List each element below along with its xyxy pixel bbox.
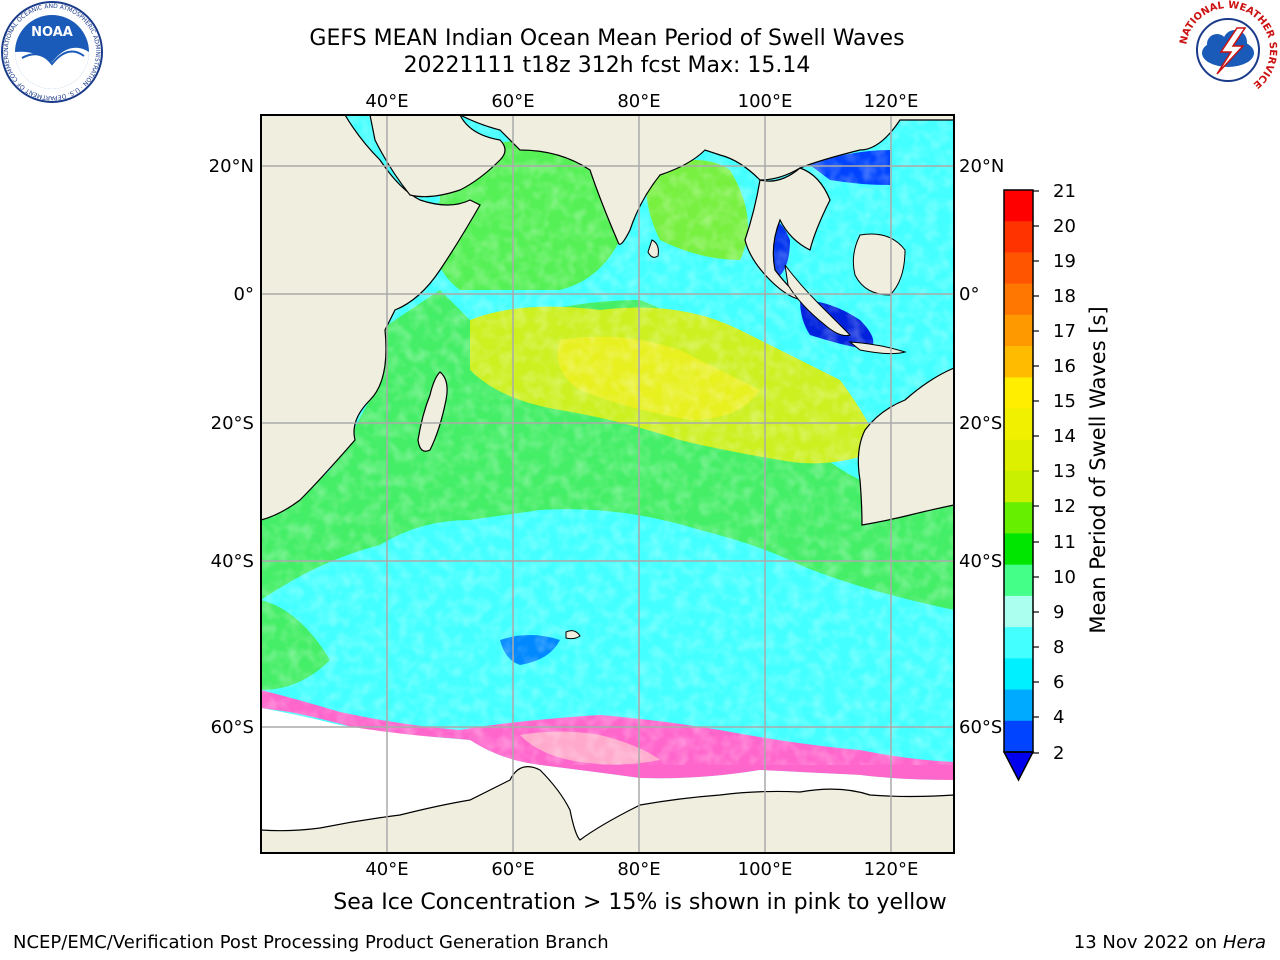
colorbar-segment	[1004, 533, 1033, 566]
right-lat-label: 60°S	[959, 717, 1002, 738]
colorbar-tick-label: 8	[1053, 637, 1064, 658]
colorbar-segment	[1004, 720, 1033, 753]
colorbar-tick-label: 20	[1053, 216, 1076, 237]
map-subtitle: 20221111 t18z 312h fcst Max: 15.14	[403, 53, 811, 78]
land-antarctica	[261, 766, 954, 853]
colorbar-segment	[1004, 252, 1033, 285]
noaa-logo: NATIONAL OCEANIC AND ATMOSPHERIC ADMINIS…	[0, 0, 103, 103]
credit-machine: Hera	[1222, 932, 1266, 953]
gridlines	[261, 115, 954, 853]
land-africa	[261, 115, 481, 521]
noaa-logo-text: NOAA	[31, 25, 73, 40]
top-lon-labels: 40°E 60°E 80°E 100°E 120°E	[365, 91, 918, 112]
left-lat-label: 60°S	[211, 717, 254, 738]
colorbar-tick-label: 21	[1053, 181, 1076, 202]
colorbar	[1002, 189, 1039, 782]
colorbar-tick-label: 14	[1053, 426, 1076, 447]
nws-logo: NATIONAL WEATHER SERVICE	[1178, 0, 1278, 98]
land-madagascar	[417, 371, 448, 452]
colorbar-segment	[1004, 439, 1033, 472]
colorbar-segment	[1004, 564, 1033, 597]
map-area	[261, 115, 954, 853]
colorbar-segment	[1004, 377, 1033, 410]
land-indochina	[744, 167, 831, 301]
bottom-lon-label: 120°E	[864, 859, 919, 880]
credit-date-text: 13 Nov 2022 on	[1073, 932, 1218, 953]
colorbar-ticks: 21 20 19 18 17 16 15 14 13 12 11 10 9 8 …	[1053, 181, 1076, 764]
map-title: GEFS MEAN Indian Ocean Mean Period of Sw…	[309, 26, 905, 51]
colorbar-segment	[1004, 221, 1033, 253]
bottom-lon-label: 40°E	[365, 859, 408, 880]
colorbar-tick-label: 15	[1053, 391, 1076, 412]
left-lat-label: 20°S	[211, 413, 254, 434]
colorbar-tick-label: 17	[1053, 321, 1076, 342]
colorbar-segment	[1004, 314, 1033, 347]
land-south-asia	[459, 115, 954, 245]
top-lon-label: 80°E	[617, 91, 660, 112]
colorbar-segment	[1004, 595, 1033, 628]
colorbar-segment	[1004, 346, 1033, 378]
colorbar-tick-label: 13	[1053, 461, 1076, 482]
colorbar-segment	[1004, 658, 1033, 691]
top-lon-label: 40°E	[365, 91, 408, 112]
land-arabia	[369, 115, 506, 198]
right-lat-label: 40°S	[959, 551, 1002, 572]
land-borneo	[852, 233, 906, 296]
colorbar-segment	[1004, 502, 1033, 534]
colorbar-segment	[1004, 689, 1033, 722]
top-lon-label: 100°E	[738, 91, 793, 112]
land-australia	[857, 367, 954, 526]
colorbar-tick-label: 18	[1053, 286, 1076, 307]
colorbar-tick-label: 11	[1053, 532, 1076, 553]
bottom-lon-label: 100°E	[738, 859, 793, 880]
colorbar-tick-label: 2	[1053, 743, 1064, 764]
credit-branch: NCEP/EMC/Verification Post Processing Pr…	[13, 932, 609, 953]
colorbar-tick-label: 19	[1053, 251, 1076, 272]
colorbar-tick-label: 4	[1053, 707, 1064, 728]
sea-ice-caption: Sea Ice Concentration > 15% is shown in …	[333, 890, 947, 915]
top-lon-label: 60°E	[491, 91, 534, 112]
bottom-lon-labels: 40°E 60°E 80°E 100°E 120°E	[365, 859, 918, 880]
colorbar-tick-label: 6	[1053, 672, 1064, 693]
credit-date: 13 Nov 2022 on Hera	[1074, 932, 1266, 953]
colorbar-extend-arrow	[1002, 751, 1035, 782]
colorbar-tick-label: 12	[1053, 496, 1076, 517]
left-lat-labels: 20°N 0° 20°S 40°S 60°S	[209, 156, 254, 738]
right-lat-labels: 20°N 0° 20°S 40°S 60°S	[959, 156, 1004, 738]
colorbar-tick-label: 10	[1053, 567, 1076, 588]
land-sri-lanka	[647, 239, 659, 258]
bottom-lon-label: 80°E	[617, 859, 660, 880]
left-lat-label: 20°N	[209, 156, 254, 177]
colorbar-segment	[1004, 471, 1033, 503]
top-lon-label: 120°E	[864, 91, 919, 112]
colorbar-segment	[1004, 408, 1033, 441]
colorbar-tick-label: 16	[1053, 356, 1076, 377]
colorbar-tick-label: 9	[1053, 602, 1064, 623]
left-lat-label: 0°	[234, 284, 254, 305]
land-kerguelen	[565, 630, 581, 640]
left-lat-label: 40°S	[211, 551, 254, 572]
bottom-lon-label: 60°E	[491, 859, 534, 880]
colorbar-label: Mean Period of Swell Waves [s]	[1086, 306, 1110, 634]
right-lat-label: 0°	[959, 284, 979, 305]
colorbar-segment	[1004, 627, 1033, 659]
colorbar-segment	[1004, 190, 1033, 222]
colorbar-segment	[1004, 283, 1033, 316]
right-lat-label: 20°N	[959, 156, 1004, 177]
map-frame	[260, 114, 955, 854]
right-lat-label: 20°S	[959, 413, 1002, 434]
